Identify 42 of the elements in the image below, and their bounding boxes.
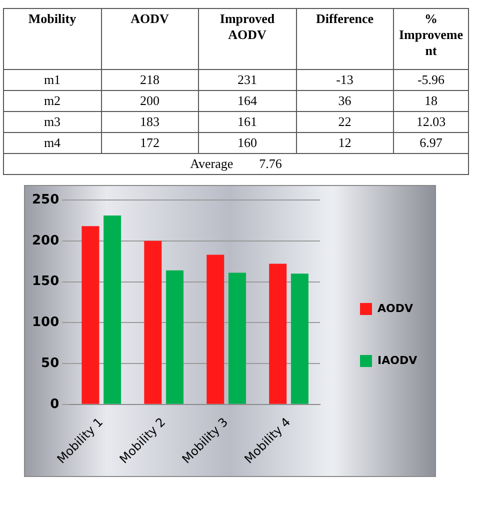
text: 12 [338, 135, 352, 150]
y-tick-label: 250 [32, 192, 60, 208]
y-tick-label: 150 [32, 274, 60, 290]
bar [206, 254, 224, 404]
text: 172 [140, 135, 160, 150]
y-tick-label: 100 [32, 315, 60, 330]
bar [290, 274, 308, 404]
text: 12.03 [416, 114, 446, 129]
legend-label: AODV [378, 302, 414, 315]
bar [144, 240, 162, 404]
y-tick-label: 50 [41, 356, 60, 371]
text: 200 [140, 93, 160, 108]
text: m1 [44, 72, 61, 87]
text: Average 7.76 [4, 154, 468, 174]
y-tick-label: 200 [32, 233, 60, 248]
text: 160 [238, 135, 257, 150]
bar [269, 264, 287, 404]
text: -5.96 [417, 72, 445, 87]
text: m2 [44, 93, 61, 108]
category-label: Difference [296, 8, 394, 70]
bar [228, 272, 246, 404]
category-label: Improved AODV [198, 8, 296, 70]
bar [82, 226, 100, 404]
text: 164 [238, 93, 257, 108]
text: 161 [238, 114, 257, 129]
bar [166, 270, 184, 404]
text: 183 [140, 114, 160, 129]
category-label: Mobility [4, 8, 101, 70]
bar [104, 216, 122, 404]
text: 6.97 [420, 135, 442, 150]
text: 22 [338, 114, 352, 129]
text: 18 [424, 93, 438, 108]
text: -13 [336, 72, 354, 87]
y-tick-label: 0 [50, 396, 60, 412]
category-label: % Improvement [394, 8, 468, 70]
text: 218 [140, 72, 160, 87]
text: 231 [238, 72, 257, 87]
text: m3 [44, 114, 61, 129]
legend-label: IAODV [378, 354, 418, 367]
text: 36 [338, 93, 352, 108]
category-label: AODV [101, 8, 198, 70]
text: m4 [44, 135, 61, 150]
